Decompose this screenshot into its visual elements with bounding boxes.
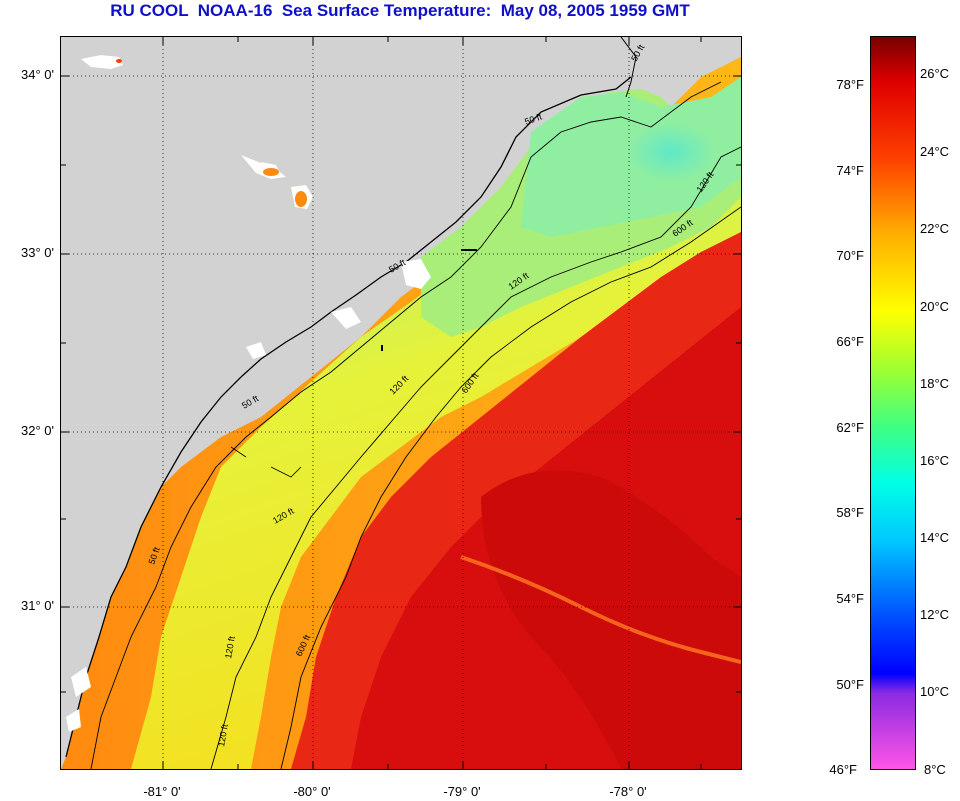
sst-map-image: 50 ft 50 ft 50 ft 50 ft 50 ft 120 ft 120… — [61, 37, 741, 769]
colorbar-label-c: 8°C — [924, 762, 946, 777]
depth-contours — [90, 81, 741, 769]
contour-detail — [230, 446, 302, 478]
buoy-marker — [381, 345, 383, 351]
colorbar-label-f: 62°F — [836, 420, 864, 435]
land-mass — [61, 37, 631, 769]
colorbar-label-f: 78°F — [836, 77, 864, 92]
colorbar-label-c: 18°C — [920, 376, 950, 391]
latitude-label-32: 32° 0' — [21, 423, 54, 438]
longitude-label-78: -78° 0' — [609, 784, 647, 799]
longitude-label-80: -80° 0' — [293, 784, 331, 799]
temperature-colorbar — [870, 36, 916, 770]
latitude-label-33: 33° 0' — [21, 245, 54, 260]
sst-map: 50 ft 50 ft 50 ft 50 ft 50 ft 120 ft 120… — [60, 36, 742, 770]
colorbar-label-f: 58°F — [836, 505, 864, 520]
colorbar-label-f: 54°F — [836, 591, 864, 606]
colorbar-label-c: 26°C — [920, 66, 950, 81]
colorbar-label-c: 10°C — [920, 684, 950, 699]
warm-patch — [263, 168, 279, 176]
contour-label-50ft: 50 ft — [629, 42, 647, 63]
cloud-patches — [66, 55, 431, 732]
colorbar-gradient — [871, 37, 915, 769]
map-ticks — [61, 37, 741, 769]
colorbar-label-c: 24°C — [920, 144, 950, 159]
colorbar-label-c: 22°C — [920, 221, 950, 236]
contour-label-120ft: 120 ft — [216, 723, 230, 747]
colorbar-label-f: 70°F — [836, 248, 864, 263]
longitude-label-81: -81° 0' — [143, 784, 181, 799]
buoy-marker — [461, 249, 477, 251]
colorbar-label-f: 66°F — [836, 334, 864, 349]
colorbar-label-c: 12°C — [920, 607, 950, 622]
longitude-label-79: -79° 0' — [443, 784, 481, 799]
cool-upwelling-spot — [626, 122, 716, 182]
contour-label-50ft: 50 ft — [240, 393, 261, 411]
colorbar-label-c: 14°C — [920, 530, 950, 545]
colorbar-label-f: 50°F — [836, 677, 864, 692]
warm-patch — [295, 191, 307, 207]
colorbar-label-c: 20°C — [920, 299, 950, 314]
contour-label-120ft: 120 ft — [223, 635, 237, 659]
colorbar-label-f: 46°F — [829, 762, 857, 777]
colorbar-label-f: 74°F — [836, 163, 864, 178]
latitude-label-34: 34° 0' — [21, 67, 54, 82]
barrier-spit — [620, 37, 637, 98]
coastline — [65, 76, 632, 758]
warm-patch — [116, 59, 122, 63]
colorbar-label-c: 16°C — [920, 453, 950, 468]
chart-title: RU COOL NOAA-16 Sea Surface Temperature:… — [110, 1, 690, 20]
graticule — [61, 37, 741, 769]
latitude-label-31: 31° 0' — [21, 598, 54, 613]
